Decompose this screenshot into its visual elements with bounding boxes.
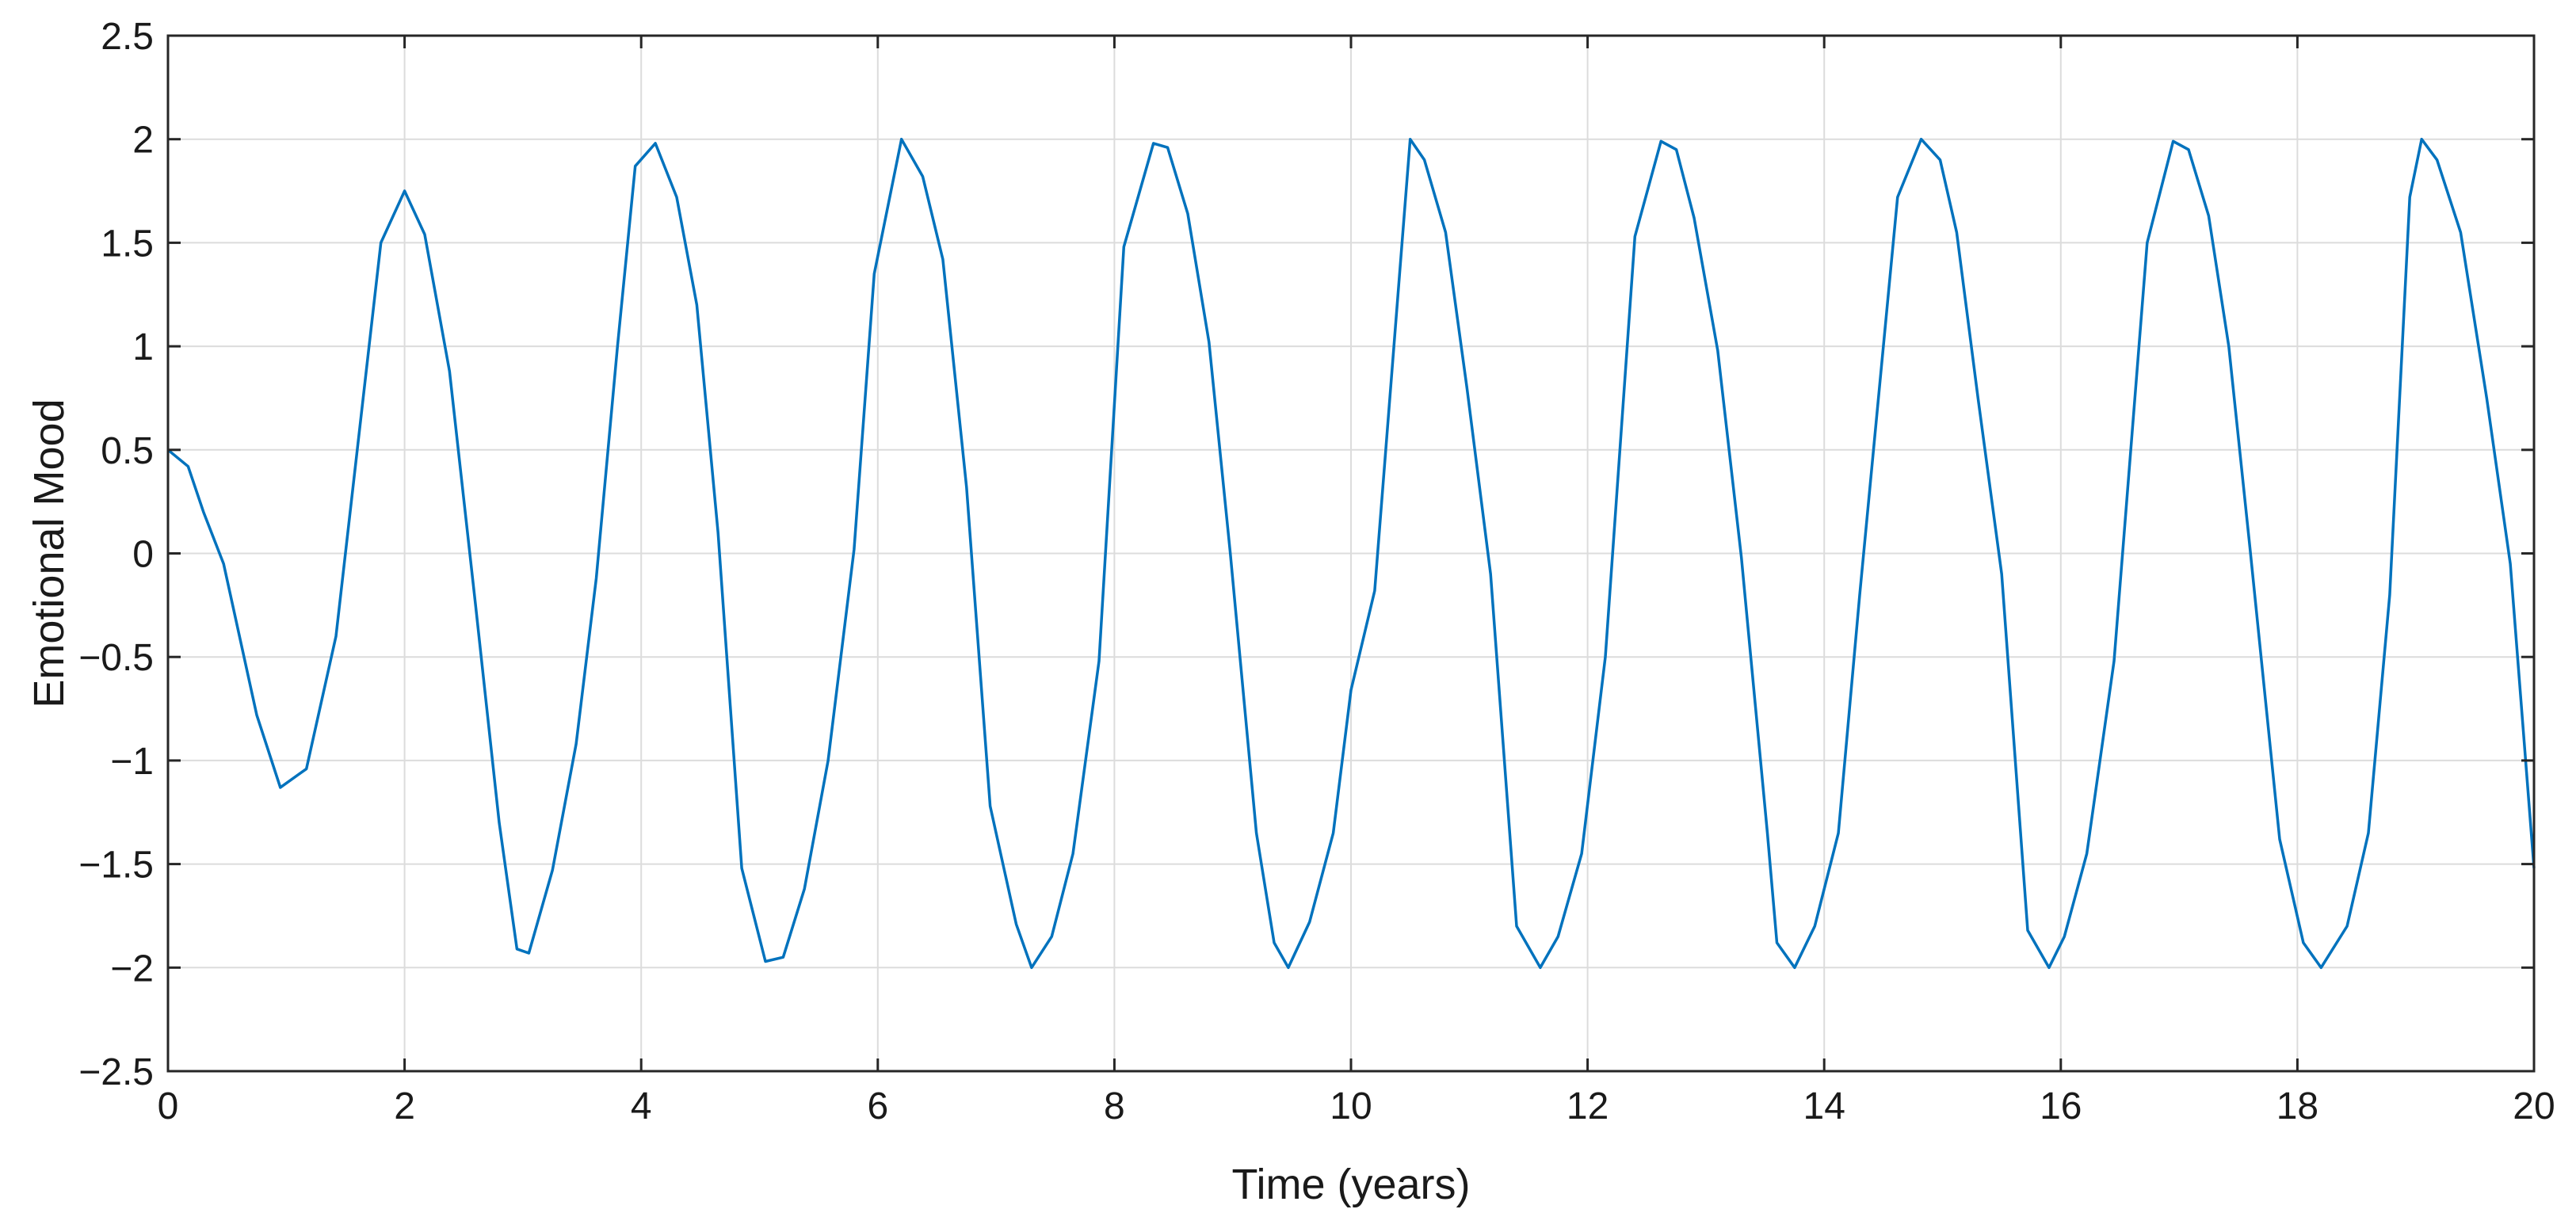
grid-lines (167, 35, 2535, 1072)
x-tick-label: 2 (394, 1085, 415, 1127)
x-tick-label: 18 (2276, 1085, 2318, 1127)
axis-ticks (166, 34, 2536, 1073)
y-tick-label: 2 (132, 120, 154, 162)
y-tick-label: 0 (132, 534, 154, 576)
x-tick-label: 8 (1104, 1085, 1125, 1127)
x-tick-label: 4 (631, 1085, 652, 1127)
x-tick-label: 6 (867, 1085, 888, 1127)
y-tick-label: 2.5 (101, 16, 154, 58)
x-tick-label: 10 (1330, 1085, 1372, 1127)
x-tick-label: 0 (158, 1085, 179, 1127)
y-tick-label: 1.5 (101, 223, 154, 265)
x-tick-label: 20 (2513, 1085, 2555, 1127)
y-tick-label: −0.5 (78, 637, 154, 679)
x-tick-label: 16 (2040, 1085, 2082, 1127)
x-tick-labels: 0 2 4 6 8 10 12 14 16 18 20 (158, 1085, 2555, 1127)
y-tick-label: 1 (132, 326, 154, 368)
y-tick-label: 0.5 (101, 430, 154, 472)
x-axis-title: Time (years) (1231, 1161, 1470, 1208)
series-line (166, 137, 2536, 970)
y-tick-label: −2.5 (78, 1051, 154, 1093)
plot-series (166, 137, 2536, 970)
x-tick-label: 14 (1803, 1085, 1845, 1127)
x-tick-label: 12 (1567, 1085, 1609, 1127)
y-tick-label: −1 (110, 741, 154, 783)
y-tick-label: −1.5 (78, 845, 154, 887)
y-axis-title: Emotional Mood (25, 399, 73, 708)
y-tick-labels: −2.5 −2 −1.5 −1 −0.5 0 0.5 1 1.5 2 2.5 (78, 16, 154, 1093)
y-tick-label: −2 (110, 948, 154, 990)
